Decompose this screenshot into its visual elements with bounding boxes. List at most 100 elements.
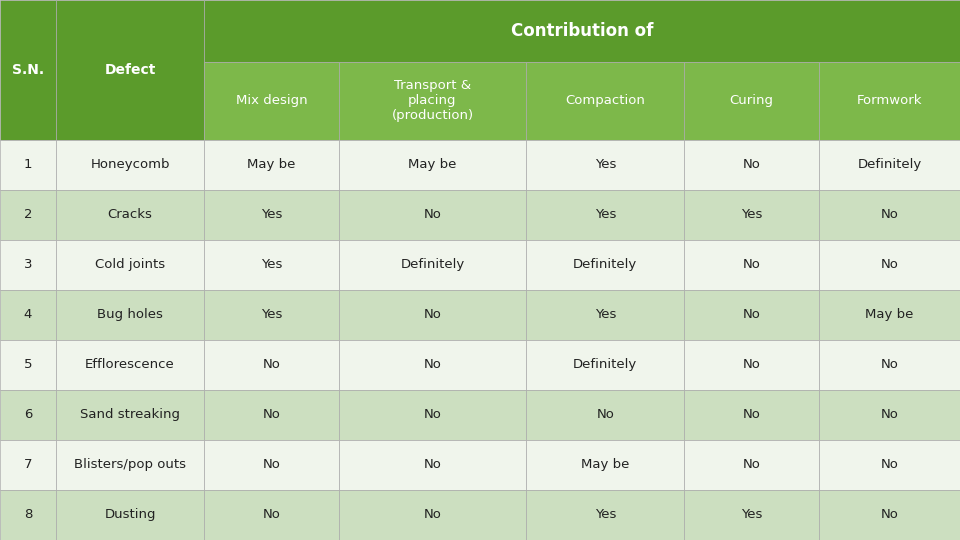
Text: 1: 1 [24,158,32,171]
Text: Yes: Yes [261,259,282,272]
Bar [204,440,339,490]
Text: Dusting: Dusting [105,509,156,522]
Text: No: No [880,408,899,421]
Text: No: No [263,458,280,471]
Bar [684,340,819,390]
Text: No: No [423,458,442,471]
Bar [526,190,684,240]
Text: No: No [423,359,442,372]
Bar [819,240,960,290]
Bar [56,390,204,440]
Bar [339,190,526,240]
Text: No: No [743,408,760,421]
Bar [0,140,56,190]
Bar [339,490,526,540]
Text: Yes: Yes [594,158,616,171]
Text: No: No [423,408,442,421]
Bar [526,62,684,140]
Bar [204,240,339,290]
Bar [339,240,526,290]
Bar [204,140,339,190]
Text: No: No [743,308,760,321]
Bar [819,62,960,140]
Text: Honeycomb: Honeycomb [90,158,170,171]
Bar [339,340,526,390]
Bar [684,390,819,440]
Bar [56,490,204,540]
Text: Efflorescence: Efflorescence [85,359,175,372]
Text: Yes: Yes [594,208,616,221]
Bar [0,190,56,240]
Text: Curing: Curing [730,94,774,107]
Bar [0,290,56,340]
Bar [204,490,339,540]
Text: Formwork: Formwork [856,94,923,107]
Text: Yes: Yes [741,509,762,522]
Bar [526,490,684,540]
Text: S.N.: S.N. [12,63,44,77]
Bar [526,240,684,290]
Text: No: No [743,359,760,372]
Text: Definitely: Definitely [857,158,922,171]
Text: Transport &
placing
(production): Transport & placing (production) [392,79,473,123]
Text: 5: 5 [24,359,32,372]
Text: No: No [880,208,899,221]
Bar [204,290,339,340]
Bar [526,390,684,440]
Bar [684,290,819,340]
Bar [204,0,960,62]
Bar [56,140,204,190]
Bar [0,440,56,490]
Text: No: No [743,259,760,272]
Text: Yes: Yes [594,308,616,321]
Bar [526,140,684,190]
Bar [526,440,684,490]
Text: Bug holes: Bug holes [97,308,163,321]
Bar [0,0,56,140]
Text: Compaction: Compaction [565,94,645,107]
Bar [684,440,819,490]
Text: No: No [423,509,442,522]
Text: 3: 3 [24,259,32,272]
Bar [56,190,204,240]
Text: No: No [423,208,442,221]
Text: Definitely: Definitely [400,259,465,272]
Text: Yes: Yes [741,208,762,221]
Bar [0,340,56,390]
Text: No: No [880,458,899,471]
Text: May be: May be [865,308,914,321]
Bar [819,390,960,440]
Text: Blisters/pop outs: Blisters/pop outs [74,458,186,471]
Bar [526,340,684,390]
Text: 2: 2 [24,208,32,221]
Text: No: No [880,509,899,522]
Text: Yes: Yes [261,208,282,221]
Text: Definitely: Definitely [573,259,637,272]
Bar [684,490,819,540]
Bar [0,240,56,290]
Bar [819,190,960,240]
Text: Definitely: Definitely [573,359,637,372]
Bar [339,62,526,140]
Bar [684,190,819,240]
Bar [0,390,56,440]
Bar [204,340,339,390]
Text: May be: May be [408,158,457,171]
Bar [819,340,960,390]
Bar [819,140,960,190]
Text: 4: 4 [24,308,32,321]
Text: Mix design: Mix design [236,94,307,107]
Bar [56,440,204,490]
Text: 6: 6 [24,408,32,421]
Bar [684,62,819,140]
Text: No: No [596,408,614,421]
Text: No: No [743,458,760,471]
Text: May be: May be [581,458,630,471]
Bar [339,290,526,340]
Bar [339,390,526,440]
Bar [819,490,960,540]
Text: No: No [743,158,760,171]
Text: 7: 7 [24,458,32,471]
Text: No: No [263,359,280,372]
Text: No: No [423,308,442,321]
